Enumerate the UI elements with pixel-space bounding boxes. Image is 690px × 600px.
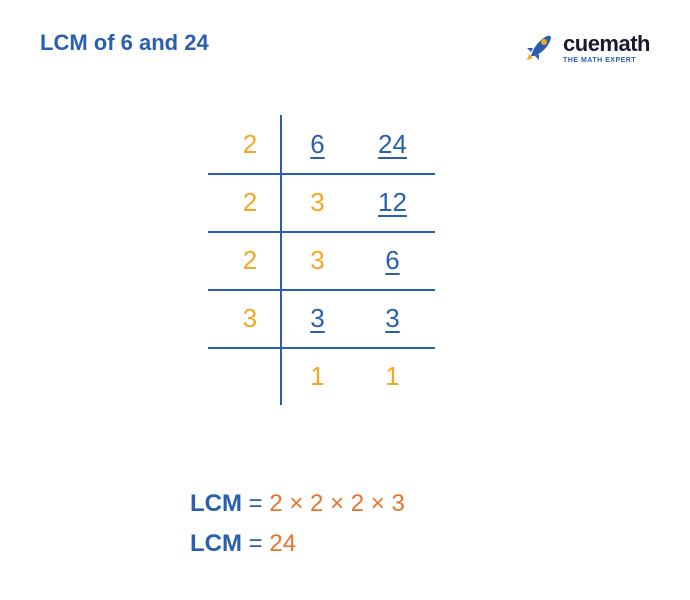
ladder-row: 236 (220, 231, 430, 289)
ladder-row: 333 (220, 289, 430, 347)
ladder-row: 2312 (220, 173, 430, 231)
division-ladder: 2624231223633311 (220, 115, 430, 405)
number-cell: 24 (355, 129, 430, 160)
number-cell: 1 (355, 361, 430, 392)
logo: cuemath THE MATH EXPERT (523, 30, 650, 64)
lcm-label: LCM (190, 530, 242, 557)
lcm-factorization: LCM = 2 × 2 × 2 × 3 (190, 490, 405, 518)
horizontal-divider (208, 173, 435, 175)
logo-brand: cuemath (563, 31, 650, 57)
lcm-result: LCM = 24 (190, 530, 296, 558)
number-cell: 3 (280, 245, 355, 276)
lcm-label: LCM (190, 490, 242, 517)
number-cell: 1 (280, 361, 355, 392)
number-cell: 3 (280, 303, 355, 334)
number-cell: 3 (355, 303, 430, 334)
rocket-icon (523, 30, 557, 64)
logo-tagline: THE MATH EXPERT (563, 57, 650, 64)
number-cell: 3 (280, 187, 355, 218)
page-title: LCM of 6 and 24 (40, 30, 209, 56)
horizontal-divider (208, 289, 435, 291)
number-cell: 6 (355, 245, 430, 276)
ladder-row: 11 (220, 347, 430, 405)
divisor-cell: 3 (220, 303, 280, 334)
lcm-value: 24 (269, 530, 296, 557)
header: LCM of 6 and 24 cuemath THE MATH EXPERT (40, 30, 650, 64)
divisor-cell: 2 (220, 245, 280, 276)
horizontal-divider (208, 231, 435, 233)
divisor-cell: 2 (220, 187, 280, 218)
number-cell: 12 (355, 187, 430, 218)
divisor-cell: 2 (220, 129, 280, 160)
number-cell: 6 (280, 129, 355, 160)
horizontal-divider (208, 347, 435, 349)
equals-sign: = (242, 490, 269, 517)
ladder-row: 2624 (220, 115, 430, 173)
lcm-factors: 2 × 2 × 2 × 3 (269, 490, 404, 517)
equals-sign: = (242, 530, 269, 557)
logo-text: cuemath THE MATH EXPERT (563, 31, 650, 64)
